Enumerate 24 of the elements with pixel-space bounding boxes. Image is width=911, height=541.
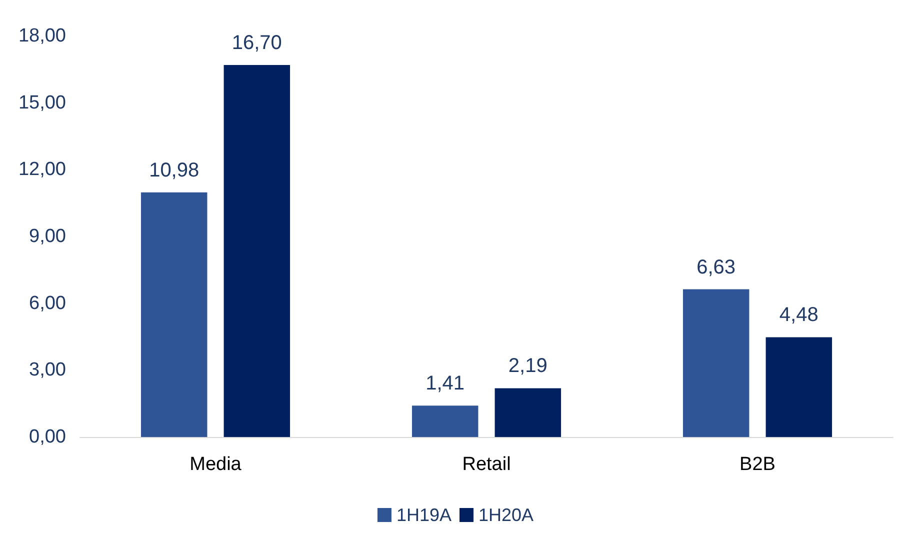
x-tick-label: B2B: [740, 454, 776, 475]
y-tick-label: 9,00: [29, 226, 66, 247]
legend-label: 1H19A: [396, 505, 452, 525]
bar: [412, 406, 478, 437]
data-label: 6,63: [696, 256, 736, 278]
y-tick-label: 6,00: [29, 292, 66, 314]
data-label: 10,98: [149, 159, 200, 182]
data-label: 16,70: [232, 32, 282, 54]
bar: [494, 388, 562, 437]
data-label: 2,19: [508, 355, 548, 378]
bar: [682, 289, 750, 437]
y-tick-label: 18,00: [18, 26, 66, 46]
bar: [224, 64, 290, 437]
legend-label: 1H20A: [478, 505, 534, 525]
x-tick-label: Media: [190, 454, 242, 475]
y-tick-label: 0,00: [29, 426, 66, 448]
data-label: 4,48: [779, 304, 818, 326]
data-label: 1,41: [426, 372, 465, 395]
x-tick-label: Retail: [462, 454, 511, 475]
bar: [140, 192, 208, 437]
y-tick-label: 15,00: [18, 92, 66, 114]
y-tick-label: 3,00: [29, 360, 66, 381]
y-tick-label: 12,00: [18, 159, 66, 180]
bar: [766, 337, 832, 437]
